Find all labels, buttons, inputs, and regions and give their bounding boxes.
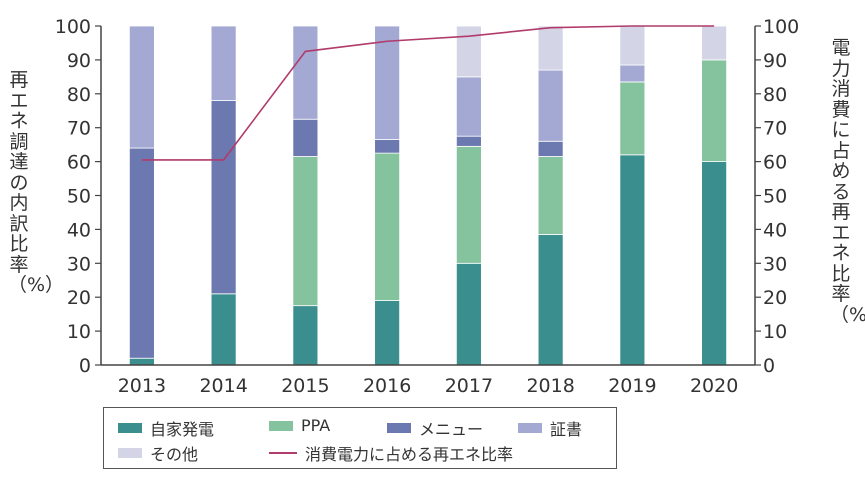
legend-swatch-self-gen (118, 423, 142, 433)
xtick-label-2016: 2016 (363, 375, 411, 397)
line-layer (141, 25, 715, 161)
legend-item-other: その他 (118, 441, 198, 465)
bar-2014-series-0 (210, 293, 237, 366)
ytick-label-right-80: 80 (763, 84, 787, 106)
ytick-label-right-90: 90 (763, 50, 787, 72)
bar-2016-series-3 (374, 25, 401, 140)
bar-2020-series-4 (701, 25, 728, 61)
bar-2017-series-2 (455, 135, 482, 147)
legend-swatch-ppa (269, 420, 293, 431)
ytick-label-left-70: 70 (67, 118, 91, 140)
legend-swatch-other (118, 448, 142, 458)
xtick-label-2015: 2015 (281, 375, 329, 397)
bar-2018-series-4 (537, 25, 564, 71)
bar-2019-series-4 (619, 25, 646, 66)
bar-2014-series-3 (210, 25, 237, 101)
y-axis-right-label: 電力消費に占める再エネ比率（%） (830, 37, 865, 326)
legend-swatch-certificate (518, 423, 542, 433)
bar-2017-series-4 (455, 25, 482, 78)
ytick-label-left-20: 20 (67, 287, 91, 309)
legend-label-certificate: 証書 (550, 420, 583, 439)
legend-label-menu: メニュー (419, 420, 484, 439)
legend-label-ppa: PPA (301, 416, 331, 435)
legend-item-self-gen: 自家発電 (118, 416, 214, 440)
ytick-label-left-0: 0 (79, 355, 91, 377)
bar-2015-series-3 (292, 25, 319, 120)
bar-2015-series-1 (292, 156, 319, 307)
bar-2016-series-0 (374, 300, 401, 366)
ytick-label-left-50: 50 (67, 186, 91, 208)
ytick-label-right-20: 20 (763, 287, 787, 309)
legend-swatch-line (269, 452, 297, 454)
bar-2013-series-3 (128, 25, 155, 149)
bar-2017-series-3 (455, 76, 482, 137)
ytick-label-left-30: 30 (67, 253, 91, 275)
xtick-label-2018: 2018 (526, 375, 574, 397)
y-axis-left-label: 再エネ調達の内訳比率（%） (8, 69, 65, 297)
bar-2016-series-1 (374, 152, 401, 301)
ytick-label-right-50: 50 (763, 186, 787, 208)
bar-2018-series-0 (537, 234, 564, 366)
bar-2015-series-2 (292, 118, 319, 157)
ytick-label-left-80: 80 (67, 84, 91, 106)
legend-item-line: 消費電力に占める再エネ比率 (269, 441, 513, 465)
ytick-label-right-30: 30 (763, 253, 787, 275)
legend-item-menu: メニュー (387, 416, 483, 440)
bar-2018-series-2 (537, 140, 564, 157)
bar-2015-series-0 (292, 305, 319, 366)
ytick-label-right-0: 0 (763, 355, 775, 377)
ytick-label-right-100: 100 (763, 16, 799, 38)
bar-2016-series-2 (374, 139, 401, 154)
legend-swatch-menu (387, 423, 411, 433)
line-series-renewable-ratio (141, 25, 715, 161)
ytick-label-right-70: 70 (763, 118, 787, 140)
bar-2017-series-0 (455, 262, 482, 366)
xtick-label-2013: 2013 (118, 375, 166, 397)
legend-item-ppa: PPA (269, 416, 330, 435)
xtick-label-2014: 2014 (199, 375, 247, 397)
legend-label-self-gen: 自家発電 (150, 420, 215, 439)
xtick-label-2017: 2017 (445, 375, 493, 397)
ytick-label-right-60: 60 (763, 152, 787, 174)
ytick-label-left-60: 60 (67, 152, 91, 174)
xtick-label-2019: 2019 (608, 375, 656, 397)
bar-2020-series-0 (701, 161, 728, 366)
ytick-label-right-40: 40 (763, 219, 787, 241)
ytick-label-right-10: 10 (763, 321, 787, 343)
bar-2014-series-2 (210, 100, 237, 295)
legend-item-certificate: 証書 (518, 416, 582, 440)
ytick-label-left-40: 40 (67, 219, 91, 241)
legend: 自家発電 PPA メニュー 証書 その他 消費電力に占める再エネ比率 (103, 407, 617, 469)
bar-2018-series-1 (537, 156, 564, 235)
bar-2020-series-1 (701, 59, 728, 162)
bar-2013-series-0 (128, 357, 155, 366)
bar-2018-series-3 (537, 69, 564, 142)
bar-2013-series-2 (128, 147, 155, 359)
ytick-label-left-100: 100 (55, 16, 91, 38)
legend-label-other: その他 (150, 445, 199, 464)
bar-2019-series-1 (619, 81, 646, 156)
bar-2019-series-3 (619, 64, 646, 83)
legend-label-line: 消費電力に占める再エネ比率 (305, 445, 514, 464)
bar-2019-series-0 (619, 154, 646, 366)
xtick-label-2020: 2020 (690, 375, 738, 397)
bars-group (128, 25, 728, 366)
bar-2017-series-1 (455, 145, 482, 264)
ytick-label-left-90: 90 (67, 50, 91, 72)
ytick-label-left-10: 10 (67, 321, 91, 343)
